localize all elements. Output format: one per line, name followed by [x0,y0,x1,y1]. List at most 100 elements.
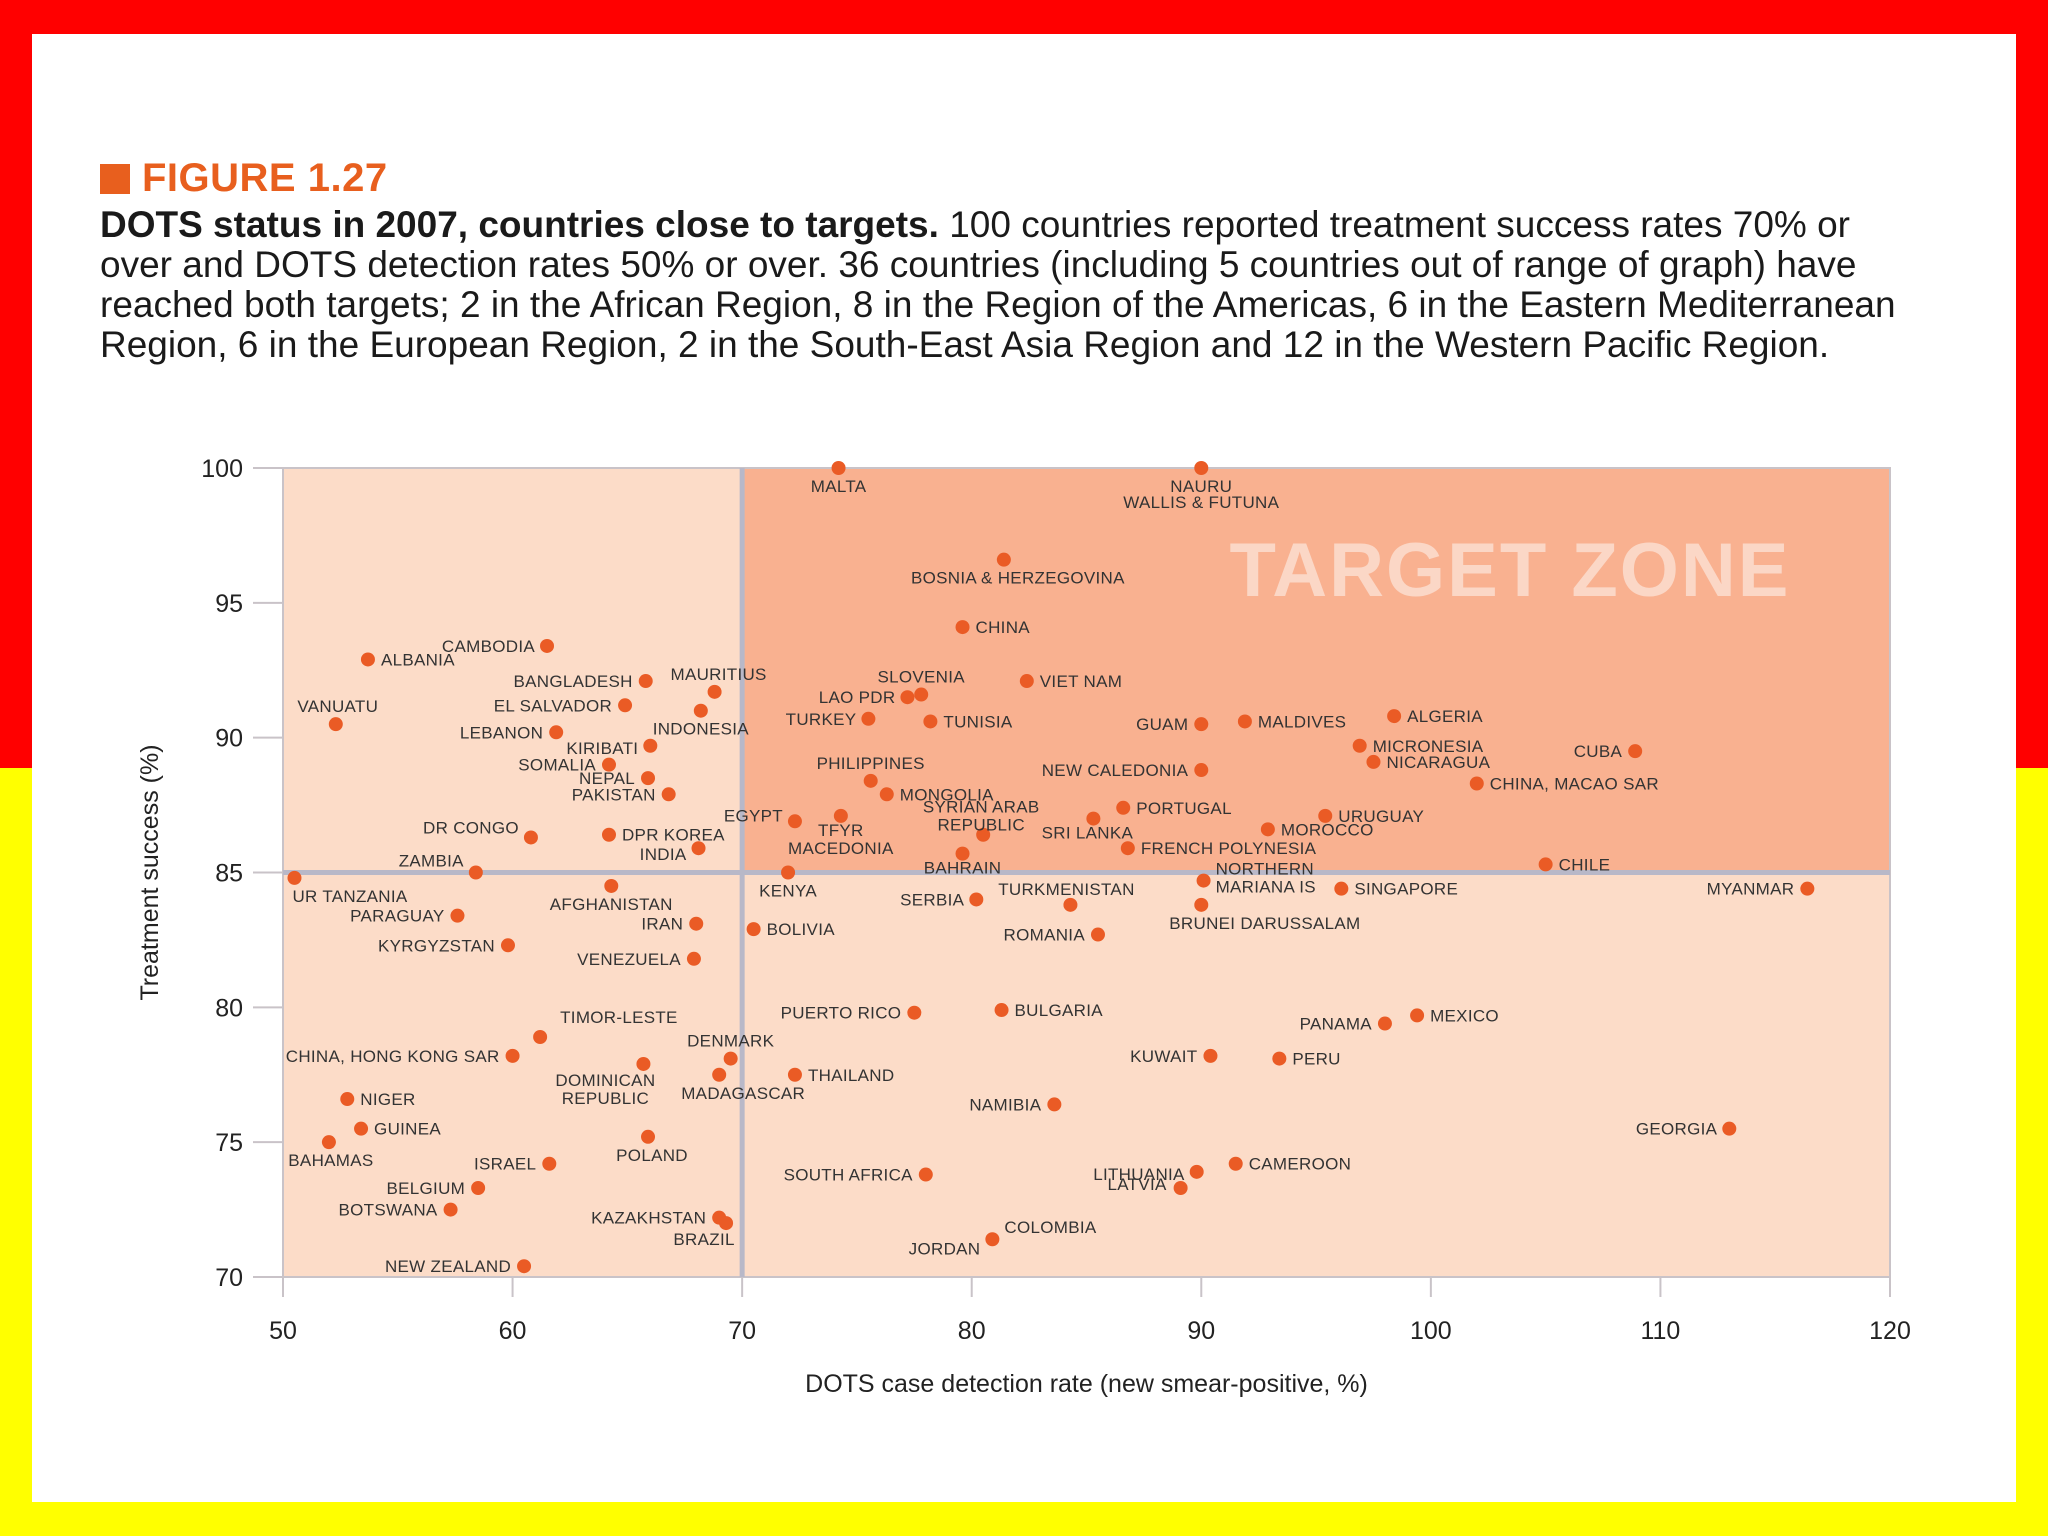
data-point [360,652,375,667]
point-label: PORTUGAL [1136,799,1232,818]
data-point [1377,1016,1392,1031]
data-point [985,1232,1000,1247]
data-point [787,814,802,829]
data-point [1090,927,1105,942]
data-point [618,698,633,713]
point-label: NICARAGUA [1386,753,1490,772]
data-point [719,1216,734,1231]
data-point [1628,744,1643,759]
data-point [604,878,619,893]
point-label: BAHRAIN [924,859,1002,878]
x-tick-label: 120 [1869,1317,1911,1345]
point-label: UR TANZANIA [292,887,407,906]
data-point [1387,709,1402,724]
point-label: KAZAKHSTAN [591,1209,706,1228]
point-label: MALTA [811,477,867,496]
point-label: DENMARK [687,1032,774,1051]
point-label: ISRAEL [474,1155,536,1174]
data-point [1019,674,1034,689]
point-label: GEORGIA [1636,1120,1718,1139]
point-label: CUBA [1574,742,1623,761]
point-label: DOMINICAN REPUBLIC [555,1071,655,1108]
data-point [707,684,722,699]
data-point [468,865,483,880]
point-label: GUINEA [374,1120,441,1139]
point-label: MALDIVES [1258,712,1346,731]
data-point [831,461,846,475]
target-zone-region [742,468,1891,873]
point-label: BOTSWANA [339,1201,438,1220]
point-label: THAILAND [808,1066,894,1085]
point-label: MOROCCO [1281,820,1374,839]
data-point [1237,714,1252,729]
point-label: JORDAN [909,1240,981,1259]
point-label: GUAM [1136,715,1188,734]
data-point [1410,1008,1425,1023]
data-point [976,827,991,842]
data-point [1469,776,1484,791]
point-label: BANGLADESH [514,672,633,691]
point-label: MAURITIUS [670,665,766,684]
data-point [879,787,894,802]
y-tick-label: 90 [215,725,243,753]
point-label: CHINA [976,618,1031,637]
data-point [523,830,538,845]
data-point [969,892,984,907]
point-label: LEBANON [460,723,543,742]
point-label: BOSNIA & HERZEGOVINA [911,569,1125,588]
point-label: SRI LANKA [1042,824,1134,843]
y-axis-label: Treatment success (%) [136,744,164,1000]
point-label: ZAMBIA [399,852,464,871]
data-point [1120,841,1135,856]
data-point [638,674,653,689]
point-label: NEW CALEDONIA [1042,761,1189,780]
point-label: VIET NAM [1040,672,1122,691]
data-point [907,1005,922,1020]
point-label: MEXICO [1430,1006,1499,1025]
point-label: VANUATU [297,697,378,716]
point-label: LATVIA [1107,1175,1166,1194]
point-label: DPR KOREA [622,826,725,845]
data-point [321,1135,336,1150]
figure-header: FIGURE 1.27 DOTS status in 2007, countri… [100,156,1900,365]
data-point [1086,811,1101,826]
figure-label: FIGURE 1.27 [100,156,1900,201]
point-label: DR CONGO [423,818,519,837]
data-point [641,771,656,786]
x-tick-label: 90 [1187,1317,1215,1345]
x-axis-label: DOTS case detection rate (new smear-posi… [805,1370,1368,1398]
point-label: KIRIBATI [566,739,638,758]
point-label: CHINA, HONG KONG SAR [286,1047,500,1066]
point-label: TURKMENISTAN [998,880,1134,899]
data-point [1352,738,1367,753]
point-label: TFYR MACEDONIA [788,821,894,858]
point-label: MONGOLIA [900,785,994,804]
point-label: BULGARIA [1015,1001,1104,1020]
point-label: KUWAIT [1130,1047,1197,1066]
point-label: URUGUAY [1338,807,1424,826]
data-point [471,1181,486,1196]
data-point [601,827,616,842]
figure-number: FIGURE 1.27 [142,156,388,200]
point-label: PAKISTAN [572,785,656,804]
point-label: EL SALVADOR [494,696,612,715]
x-tick-label: 70 [728,1317,756,1345]
point-label: AFGHANISTAN [550,895,673,914]
data-point [1366,754,1381,769]
point-label: PUERTO RICO [781,1004,902,1023]
data-point [787,1067,802,1082]
data-point [1116,800,1131,815]
data-point [863,773,878,788]
square-bullet-icon [100,163,130,194]
point-label: BRAZIL [673,1230,734,1249]
y-tick-label: 85 [215,860,243,888]
point-label: TUNISIA [943,712,1013,731]
data-point [746,922,761,937]
data-point [443,1202,458,1217]
point-label: ALGERIA [1407,707,1483,726]
point-label: NEW ZEALAND [385,1257,511,1276]
data-point [686,951,701,966]
data-point [1194,461,1209,475]
point-label: ROMANIA [1004,926,1086,945]
point-label: TURKEY [786,710,857,729]
